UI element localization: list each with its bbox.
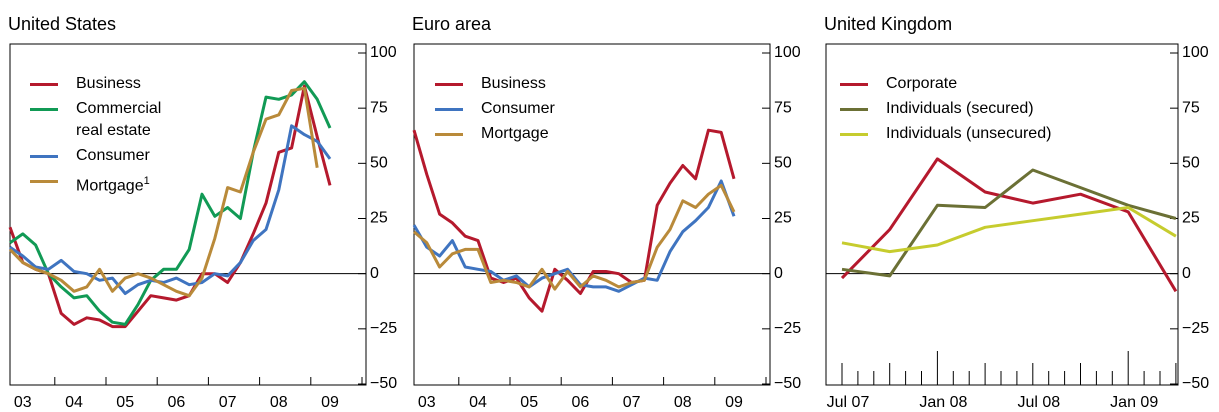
legend-label: Individuals (secured) [886, 100, 1034, 117]
legend-entry: Consumer [435, 98, 635, 120]
y-tick-label: −50 [1182, 375, 1209, 392]
plot-frame [825, 43, 1179, 386]
plot-frame [413, 43, 771, 386]
panel-title: United Kingdom [824, 14, 952, 34]
legend-label: Commercial real estate [76, 100, 162, 139]
legend-swatch [435, 108, 463, 111]
y-tick-label: 100 [774, 44, 801, 61]
legend-entry: Business [30, 73, 180, 95]
legend-swatch [30, 180, 58, 183]
x-tick-label: 04 [469, 394, 487, 411]
legend-swatch [840, 133, 868, 136]
x-tick-label: Jan 08 [919, 394, 967, 411]
legend-label: Mortgage [76, 177, 144, 195]
legend-label: Business [481, 75, 546, 92]
legend-label: Consumer [76, 147, 150, 164]
footnote-marker: 1 [143, 175, 150, 187]
y-tick-label: 50 [774, 155, 792, 172]
x-tick-label: 05 [116, 394, 134, 411]
legend-swatch [435, 133, 463, 136]
series-line [841, 168, 1177, 278]
x-tick-label: 04 [65, 394, 83, 411]
legend-entry: Corporate [840, 73, 1120, 95]
legend-swatch [30, 155, 58, 158]
panel-title: Euro area [412, 14, 492, 34]
panel-title: United States [8, 14, 116, 34]
legend-label: Business [76, 75, 141, 92]
series-line [8, 86, 319, 298]
legend-entry: Individuals (unsecured) [840, 123, 1120, 145]
x-tick-label: Jul 07 [827, 394, 870, 411]
y-tick-label: −25 [370, 320, 397, 337]
y-tick-label: −50 [774, 375, 801, 392]
legend-swatch [435, 83, 463, 86]
legend-entry: Consumer [30, 145, 180, 167]
series-line [841, 206, 1177, 254]
x-tick-label: 05 [520, 394, 538, 411]
x-tick-label: 08 [674, 394, 692, 411]
legend-entry: Mortgage [435, 123, 635, 145]
x-tick-label: Jul 08 [1017, 394, 1060, 411]
x-tick-label: 03 [418, 394, 436, 411]
series-line [9, 80, 332, 326]
legend-entry: Business [435, 73, 635, 95]
y-tick-label: −25 [1182, 320, 1209, 337]
series-line [413, 183, 736, 291]
legend-entry: Individuals (secured) [840, 98, 1120, 120]
x-tick-label: Jan 09 [1110, 394, 1158, 411]
legend-swatch [840, 108, 868, 111]
y-tick-label: 75 [1182, 99, 1200, 116]
y-tick-label: 0 [370, 265, 379, 282]
plot-frame [9, 43, 367, 386]
y-tick-label: 0 [1182, 265, 1191, 282]
x-tick-label: 06 [168, 394, 186, 411]
series-line [412, 128, 736, 313]
y-tick-label: 100 [1182, 44, 1209, 61]
y-tick-label: −50 [370, 375, 397, 392]
x-tick-label: 07 [623, 394, 641, 411]
x-tick-label: 08 [270, 394, 288, 411]
x-tick-label: 09 [725, 394, 743, 411]
y-tick-label: 75 [370, 99, 388, 116]
series-line [8, 84, 332, 329]
legend-label: Consumer [481, 100, 555, 117]
y-tick-label: 50 [370, 155, 388, 172]
x-tick-label: 03 [14, 394, 32, 411]
y-tick-label: 25 [370, 210, 388, 227]
y-tick-label: 25 [774, 210, 792, 227]
legend-entry: Commercial real estate [30, 98, 180, 142]
legend-entry: Mortgage1 [30, 170, 180, 197]
y-tick-label: 0 [774, 265, 783, 282]
legend: Business Commercial real estate Consumer Mo… [30, 73, 180, 200]
y-tick-label: 50 [1182, 155, 1200, 172]
x-tick-label: 07 [219, 394, 237, 411]
series-line [9, 124, 332, 295]
legend: Corporate Individuals (secured) Individual… [840, 73, 1120, 148]
y-tick-label: −25 [774, 320, 801, 337]
y-tick-label: 100 [370, 44, 397, 61]
legend-label: Mortgage [481, 125, 549, 142]
legend-swatch [30, 108, 58, 111]
y-tick-label: 75 [774, 99, 792, 116]
legend: Business Consumer Mortgage [435, 73, 635, 148]
legend-swatch [840, 83, 868, 86]
y-tick-label: 25 [1182, 210, 1200, 227]
series-line [412, 179, 736, 293]
legend-label: Individuals (unsecured) [886, 125, 1052, 142]
x-tick-label: 06 [572, 394, 590, 411]
legend-swatch [30, 83, 58, 86]
legend-label: Corporate [886, 75, 958, 92]
x-tick-label: 09 [321, 394, 339, 411]
